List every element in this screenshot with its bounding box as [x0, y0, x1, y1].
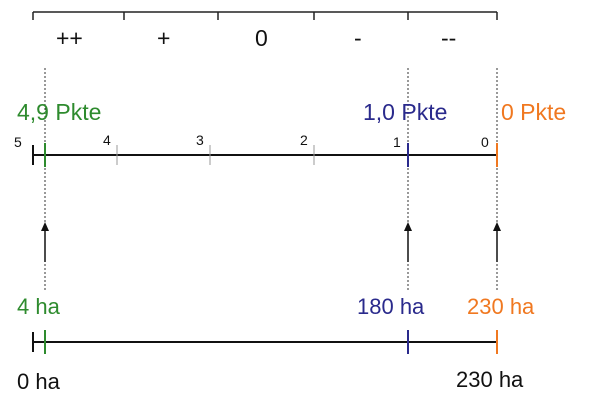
- score-tick-label-3: 3: [196, 132, 204, 148]
- rating-minus: -: [354, 25, 362, 51]
- area-label-green: 4 ha: [17, 294, 60, 319]
- score-tick-label-5: 5: [14, 134, 22, 150]
- score-axis: [32, 143, 498, 167]
- arrow-head-left: [41, 222, 49, 231]
- rating-double-plus: ++: [56, 25, 83, 51]
- rating-plus: +: [157, 25, 171, 51]
- score-tick-label-2: 2: [300, 132, 308, 148]
- score-tick-label-1: 1: [393, 134, 401, 150]
- score-label-navy: 1,0 Pkte: [363, 99, 448, 125]
- rating-double-minus: --: [441, 25, 457, 51]
- score-label-orange: 0 Pkte: [501, 99, 567, 125]
- score-tick-label-0: 0: [481, 134, 489, 150]
- area-axis: [32, 330, 498, 354]
- rating-bracket: [32, 11, 498, 20]
- area-label-navy: 180 ha: [357, 294, 425, 319]
- score-tick-label-4: 4: [103, 132, 111, 148]
- arrow-head-right: [493, 222, 501, 231]
- score-label-green: 4,9 Pkte: [17, 99, 102, 125]
- arrow-head-middle: [404, 222, 412, 231]
- arrows: [41, 222, 501, 262]
- area-axis-end-label: 230 ha: [456, 367, 524, 392]
- rating-zero: 0: [255, 25, 268, 51]
- area-label-orange: 230 ha: [467, 294, 535, 319]
- area-axis-start-label: 0 ha: [17, 369, 60, 394]
